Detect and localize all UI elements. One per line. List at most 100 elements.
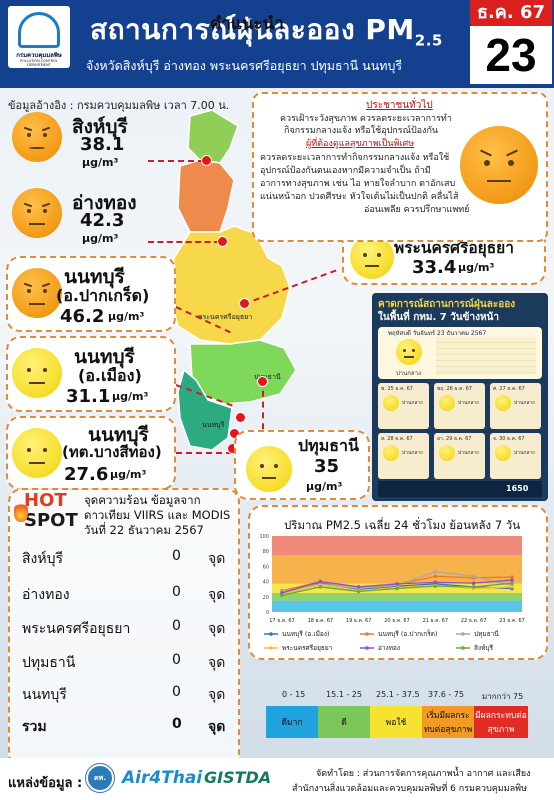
hotspot-desc-3: วันที่ 22 ธันวาคม 2567 [84,523,204,537]
pcd-source-logo: คพ. [86,764,114,792]
series-point [318,579,323,584]
series-point [433,584,438,588]
province-name: สิงห์บุรี [72,116,128,138]
map-singburi [187,109,239,164]
series-point [510,581,514,585]
series-point [510,575,514,579]
pcd-logo-name: กรมควบคุมมลพิษ [16,52,62,59]
advice-risk-line-2: อุปกรณ์ป้องกันตนเองหากมีความจำเป็น ถ้ามี [260,166,431,176]
moderate-face-icon [12,428,62,478]
advice-general-line-1: ควรเฝ้าระวังสุขภาพ ควรลดระยะเวลาการทำ [280,114,452,124]
scale-level-moderate: พอใช้ [370,706,422,738]
series-point [433,569,438,574]
map-dot-pakkret [235,412,246,423]
hotspot-total-row: รวม 0 จุด [22,716,232,736]
pcd-logo: กรมควบคุมมลพิษ POLLUTION CONTROL DEPARTM… [8,6,70,68]
series-point [471,581,476,585]
moderate-face-icon [495,445,511,461]
forecast-title: คาดการณ์สถานการณ์ฝุ่นละออง [378,299,516,310]
province-district: (อ.ปากเกร็ด) [56,286,150,305]
forecast-advice-list [436,337,536,375]
hotspot-province: พระนครศรีอยุธยา [22,621,131,637]
pm25-value: 46.2 [60,306,105,327]
moderate-face-icon [12,348,62,398]
x-tick-label: 19 ธ.ค. 67 [346,618,371,624]
advice-title: คำแนะนำ [210,14,284,34]
advice-general-line-2: กิจกรรมกลางแจ้ง หรือใช้อุปกรณ์ป้องกัน [284,126,439,136]
map-label-ayutthaya: พระนครศรีอยุธยา [198,313,252,321]
x-tick-label: 20 ธ.ค. 67 [384,618,409,624]
hotspot-province: ปทุมธานี [22,655,76,671]
province-name: นนทบุรี [88,424,149,446]
pm25-value: 33.4 [412,257,457,278]
hotspot-row: สิงห์บุรี 0 จุด [22,548,232,568]
hotspot-total-label: รวม [22,719,47,735]
province-district: (อ.เมือง) [78,366,142,385]
moderate-face-icon [350,235,394,279]
map-angthong [177,159,235,233]
province-name: นนทบุรี [64,266,125,288]
y-tick-label: 60 [263,564,269,570]
chart-band-1 [272,593,522,601]
legend-marker [461,646,465,650]
moderate-face-icon [439,395,455,411]
pm25-value: 42.3 [80,210,125,231]
x-tick-label: 18 ธ.ค. 67 [308,618,333,624]
series-point [510,585,514,589]
pm25-unit: μg/m³ [306,480,343,493]
moderate-face-icon [383,395,399,411]
legend-marker [461,632,465,636]
hotspot-row: ปทุมธานี 0 จุด [22,652,232,672]
hotspot-unit: จุด [208,551,226,567]
made-by: จัดทำโดย : ส่วนการจัดการคุณภาพน้ำ อากาศ … [316,769,531,779]
date-day: 23 [470,26,552,84]
province-card-angthong: อ่างทอง 42.3 μg/m³ [8,186,158,248]
advice-risk-line-5: อ่อนเพลีย ควรปรึกษาแพทย์ [364,205,470,215]
series-point [356,589,361,594]
y-tick-label: 20 [263,595,269,601]
advice-risk-heading: ผู้ที่ต้องดูแลสุขภาพเป็นพิเศษ [306,139,415,149]
legend-label: พระนครศรีอยุธยา [282,644,333,652]
hotspot-count: 0 [172,618,181,634]
map-dot-pathumthani [257,376,268,387]
moderate-face-icon [439,445,455,461]
x-tick-label: 23 ธ.ค. 67 [499,618,524,624]
province-card-nonthaburi-muang: นนทบุรี (อ.เมือง) 31.1 μg/m³ [6,336,176,412]
pm25-line-chart: 0 20 40 60 80 100 17 ธ.ค. 67 18 ธ.ค. 67 19 ธ.ค. … [259,534,524,652]
angry-face-icon [460,126,538,204]
y-tick-label: 80 [263,549,269,555]
chart-title: ปริมาณ PM2.5 เฉลี่ย 24 ชั่วโมง ย้อนหลัง … [284,518,521,532]
pm25-value: 35 [314,456,340,477]
hot-label: HOT [24,490,67,511]
scale-range-4: มากกว่า 75 [482,692,524,701]
scale-level-unhealthy: มีผลกระทบต่อสุขภาพ [474,706,528,738]
hotspot-count: 0 [172,548,181,564]
province-card-nonthaburi-bangsithong: นนทบุรี (ทต.บางสีทอง) 27.6 μg/m³ [6,416,176,490]
hotspot-row: นนทบุรี 0 จุด [22,684,232,704]
pm25-unit: μg/m³ [82,232,119,245]
scale-range-2: 25.1 - 37.5 [376,690,420,699]
x-tick-label: 21 ธ.ค. 67 [423,618,448,624]
forecast-subtitle: ในพื้นที่ กทม. 7 วันข้างหน้า [378,312,500,323]
forecast-date: พฤหัสบดี วันจันทร์ 23 ธันวาคม 2567 [388,330,487,337]
x-tick-label: 22 ธ.ค. 67 [461,618,486,624]
series-point [510,578,514,582]
province-card-singburi: สิงห์บุรี 38.1 μg/m³ [8,110,158,172]
spot-label: SPOT [24,510,78,531]
advice-risk-line-1: ควรลดระยะเวลาการทำกิจกรรมกลางแจ้ง หรือใช… [260,153,450,163]
province-name: อ่างทอง [72,192,137,214]
x-tick-label: 17 ธ.ค. 67 [269,618,294,624]
connector-bangsithong [176,452,232,454]
chart-band-0 [272,600,522,612]
scale-range-3: 37.6 - 75 [428,690,464,699]
hotspot-province: นนทบุรี [22,687,67,703]
province-district: (ทต.บางสีทอง) [62,443,162,461]
hotspot-count: 0 [172,584,181,600]
pcd-logo-mark [18,12,60,48]
scale-level-good: ดี [318,706,370,738]
hotspot-row: อ่างทอง 0 จุด [22,584,232,604]
forecast-panel: คาดการณ์สถานการณ์ฝุ่นละออง ในพื้นที่ กทม… [372,293,548,501]
legend-label: ปทุมธานี [474,630,499,638]
hotspot-count: 0 [172,652,181,668]
pm25-value: 38.1 [80,134,125,155]
